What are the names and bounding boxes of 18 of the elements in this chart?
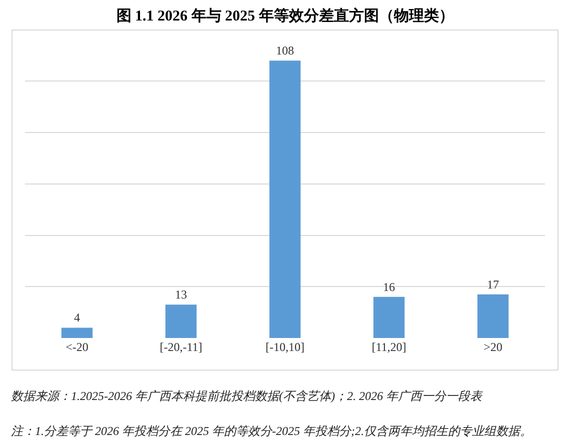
data-label: 4 (74, 310, 80, 325)
source-note: 数据来源：1.2025-2026 年广西本科提前批投档数据(不含艺体)；2. 2026 年广西一分一段表 (11, 389, 483, 403)
chart-title: 图 1.1 2026 年与 2025 年等效分差直方图（物理类） (116, 6, 454, 25)
data-label: 13 (175, 288, 187, 302)
x-tick-label: <-20 (66, 340, 88, 354)
x-tick-label: [-10,10] (266, 340, 304, 354)
data-label: 16 (383, 280, 395, 294)
bar (61, 328, 93, 338)
text: 注：1.分差等于 2026 年投档分在 2025 年的等效分-2025 年投档分;2.仅含两年均招生的专业组数据。 (11, 424, 532, 438)
x-tick-label: >20 (484, 340, 502, 354)
data-label: 108 (276, 44, 294, 58)
x-tick-label: [11,20] (372, 340, 406, 354)
bar (373, 296, 405, 338)
bar (269, 60, 301, 338)
bar (477, 294, 509, 338)
x-tick-label: [-20,-11] (160, 340, 202, 354)
data-label: 17 (487, 277, 499, 292)
bar (165, 304, 197, 338)
